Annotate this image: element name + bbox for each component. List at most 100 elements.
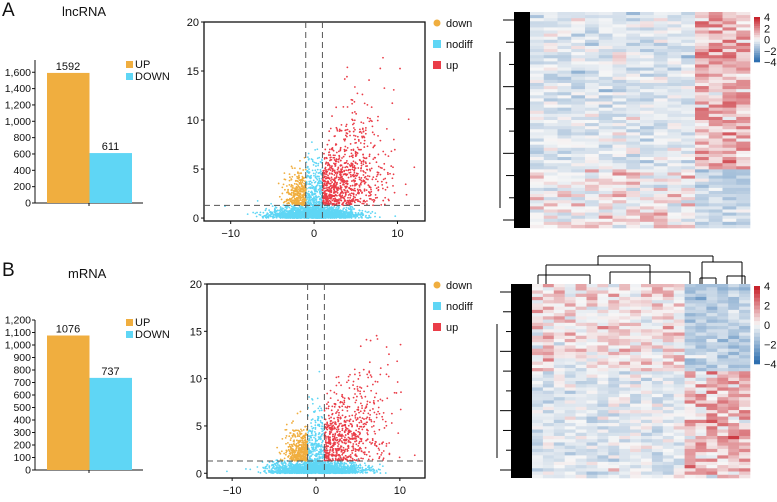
point-up [381, 187, 384, 190]
point-up [368, 120, 371, 123]
heatmap-cell [722, 76, 737, 81]
heatmap-cell [543, 132, 558, 136]
point-nodiff [309, 186, 312, 189]
heatmap-cell [626, 129, 641, 133]
point-nodiff [339, 215, 342, 218]
heatmap-cell [598, 126, 613, 130]
point-up [327, 201, 330, 204]
heatmap-cell [598, 89, 613, 93]
heatmap-cell [571, 166, 586, 170]
point-up [337, 186, 339, 189]
heatmap-cell [695, 212, 710, 216]
point-up [345, 123, 348, 126]
heatmap-cell [695, 157, 710, 161]
heatmap-cell [626, 21, 641, 25]
heatmap-cell [681, 45, 696, 50]
point-up [366, 165, 369, 167]
point-up [329, 127, 332, 130]
heatmap-cell [722, 113, 737, 118]
point-up [330, 190, 333, 192]
heatmap-cell [736, 73, 751, 78]
heatmap-cell [736, 45, 751, 50]
point-down [291, 185, 294, 187]
heatmap-cell [708, 21, 723, 25]
heatmap-cell [722, 197, 737, 201]
point-nodiff [255, 215, 258, 218]
point-nodiff [333, 206, 335, 208]
point-up [392, 173, 395, 176]
heatmap-cell [543, 101, 558, 105]
point-nodiff [306, 201, 309, 204]
heatmap-cell [640, 166, 655, 170]
heatmap-cell [571, 76, 586, 81]
heatmap-cell [640, 79, 655, 84]
point-nodiff [279, 217, 282, 219]
heatmap-cell [722, 61, 737, 65]
point-up [350, 192, 353, 195]
heatmap-cell [598, 144, 613, 149]
heatmap-cell [653, 92, 668, 96]
point-up [358, 176, 361, 179]
heatmap-cell [667, 163, 682, 167]
point-nodiff [324, 217, 327, 219]
point-nodiff [335, 206, 338, 209]
heatmap-cell [695, 45, 710, 50]
heatmap-cell [695, 135, 710, 139]
heatmap-cell [722, 39, 737, 44]
point-up [379, 173, 382, 176]
heatmap-cell [557, 178, 572, 183]
point-nodiff [366, 211, 369, 214]
heatmap-cell [571, 206, 586, 210]
heatmap-cell [543, 55, 558, 59]
heatmap-cell [653, 150, 668, 155]
point-up [376, 119, 379, 122]
point-up [347, 196, 349, 199]
heatmap-cell [695, 169, 710, 173]
point-up [349, 173, 352, 176]
point-up [351, 163, 354, 166]
heatmap-cell [626, 163, 641, 167]
point-down [287, 188, 290, 191]
heatmap-cell [557, 160, 572, 164]
heatmap-cell [695, 187, 710, 192]
point-up [322, 199, 325, 202]
point-up [342, 173, 345, 176]
heatmap-cell [598, 15, 613, 19]
heatmap-cell [667, 194, 682, 198]
heatmap-cell [681, 153, 696, 158]
heatmap-cell [598, 55, 613, 59]
heatmap-cell [557, 61, 572, 65]
heatmap-cell [695, 172, 710, 176]
heatmap-cell [708, 52, 723, 56]
point-up [344, 194, 347, 196]
heatmap-cell [640, 113, 655, 118]
heatmap-cell [557, 129, 572, 133]
point-nodiff [356, 215, 359, 218]
heatmap-cell [543, 212, 558, 216]
heatmap-cell [722, 49, 737, 53]
heatmap-cell [543, 178, 558, 183]
heatmap-cell [667, 95, 682, 99]
point-nodiff [294, 215, 297, 218]
heatmap-cell [571, 101, 586, 105]
heatmap-cell [653, 147, 668, 152]
heatmap-cell [571, 197, 586, 201]
heatmap-cell [530, 157, 545, 161]
heatmap-cell [736, 197, 751, 201]
point-up [346, 160, 348, 162]
heatmap-cell [585, 64, 600, 68]
point-up [383, 87, 386, 89]
heatmap-cell [626, 104, 641, 108]
point-nodiff [296, 206, 298, 209]
heatmap-cell [681, 86, 696, 90]
point-nodiff [310, 190, 313, 193]
heatmap-cell [722, 138, 737, 142]
heatmap-cell [708, 98, 723, 102]
point-up [358, 185, 361, 188]
heatmap-cell [612, 76, 627, 81]
heatmap-cell [736, 61, 751, 65]
heatmap-cell [653, 110, 668, 115]
point-up [332, 186, 335, 189]
point-nodiff [346, 212, 349, 215]
point-up [366, 200, 368, 202]
